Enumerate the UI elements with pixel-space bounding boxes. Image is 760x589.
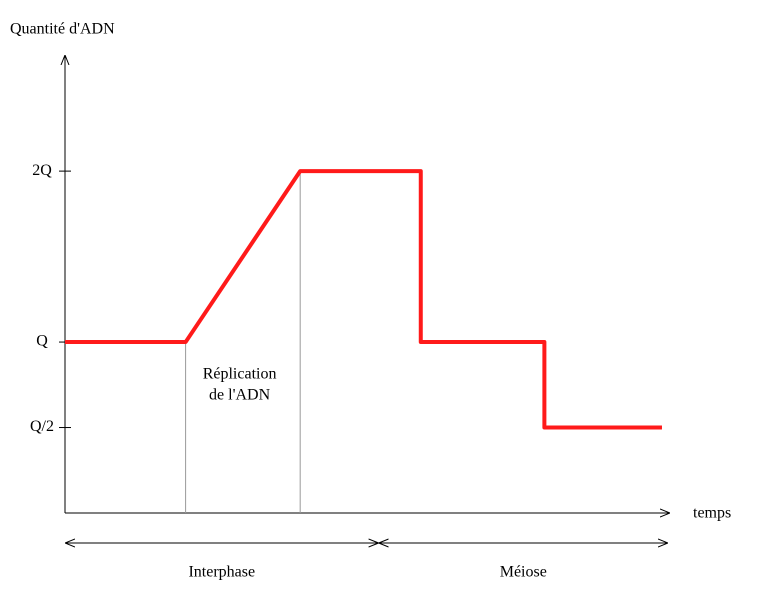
y-tick-label: 2Q (32, 162, 52, 179)
y-tick-label: Q (36, 333, 48, 350)
phase-label: Méiose (500, 564, 547, 581)
y-tick-label: Q/2 (30, 418, 54, 435)
data-line (65, 169, 662, 430)
phase-label: Interphase (188, 564, 255, 581)
annotation: Réplication (203, 366, 277, 383)
annotation: de l'ADN (209, 387, 271, 404)
x-axis-label: temps (693, 505, 731, 522)
y-axis-label: Quantité d'ADN (10, 21, 115, 38)
